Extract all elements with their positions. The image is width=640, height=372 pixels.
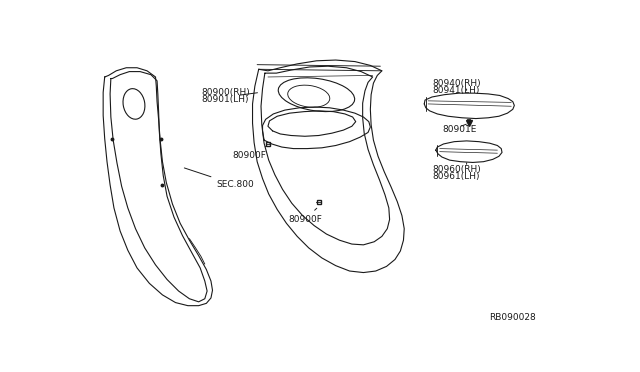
Text: RB090028: RB090028 bbox=[489, 313, 536, 322]
Text: 80900F: 80900F bbox=[232, 146, 266, 160]
Text: SEC.800: SEC.800 bbox=[184, 168, 254, 189]
Text: 80961(LH): 80961(LH) bbox=[432, 172, 479, 181]
Text: 80960(RH): 80960(RH) bbox=[432, 165, 481, 174]
Text: 80901(LH): 80901(LH) bbox=[201, 95, 248, 104]
Text: 80901E: 80901E bbox=[442, 125, 476, 134]
Text: 80941(LH): 80941(LH) bbox=[432, 86, 479, 94]
Text: 80900F: 80900F bbox=[288, 208, 322, 224]
Text: 80900(RH): 80900(RH) bbox=[201, 88, 250, 97]
Text: 80940(RH): 80940(RH) bbox=[432, 78, 481, 88]
